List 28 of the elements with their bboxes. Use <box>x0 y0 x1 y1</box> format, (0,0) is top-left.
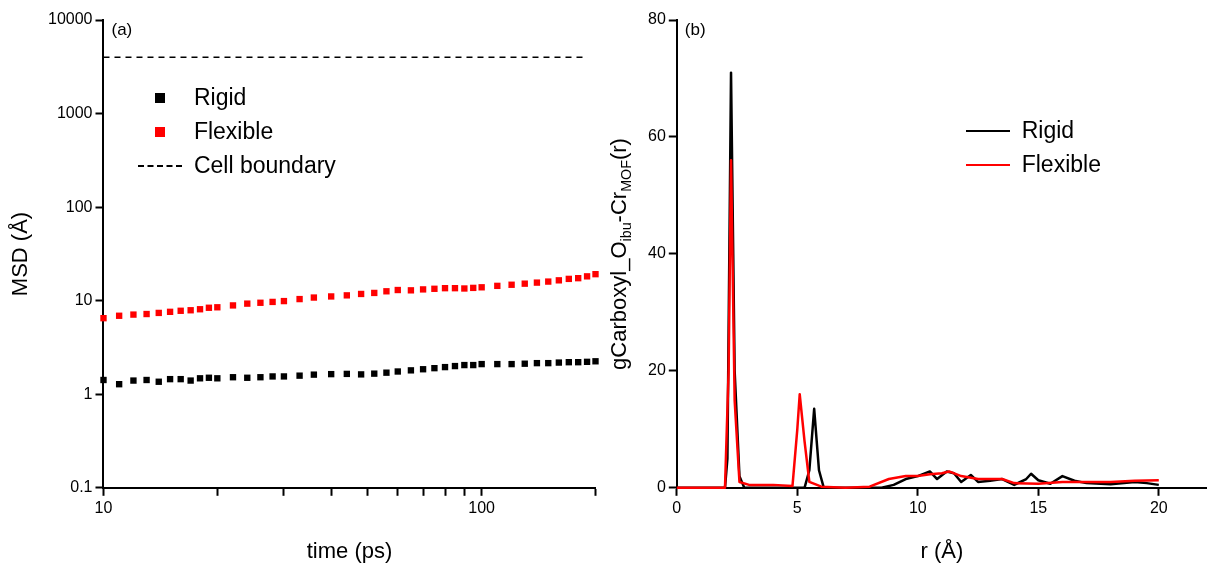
annotation: (a) <box>111 20 133 40</box>
x-tick-label: 100 <box>468 498 496 516</box>
x-tick-label: 10 <box>908 498 927 516</box>
legend-label: Cell boundary <box>193 152 336 180</box>
y-tick-label: 40 <box>648 244 666 262</box>
y-tick-label: 10000 <box>47 10 93 28</box>
legend-label: Flexible <box>193 118 274 146</box>
y-axis-title: MSD (Å) <box>7 211 33 297</box>
x-tick-label: 20 <box>1149 498 1168 516</box>
y-tick-label: 0.1 <box>70 478 93 496</box>
y-tick-label: 60 <box>648 127 666 145</box>
legend-label: Rigid <box>193 84 247 112</box>
y-tick-label: 1000 <box>56 103 93 121</box>
x-tick-label: 5 <box>792 498 802 516</box>
legend-label: Rigid <box>1021 117 1075 145</box>
y-tick-label: 0 <box>656 478 666 496</box>
y-tick-label: 100 <box>65 197 93 215</box>
y-tick-label: 10 <box>74 291 93 309</box>
x-tick-label: 0 <box>672 498 682 516</box>
y-tick-label: 1 <box>83 384 93 402</box>
x-axis-title: r (Å) <box>920 537 964 564</box>
legend-label: Flexible <box>1021 151 1101 179</box>
y-tick-label: 80 <box>648 10 666 28</box>
y-tick-label: 20 <box>648 361 666 379</box>
x-tick-label: 15 <box>1029 498 1048 516</box>
x-tick-label: 10 <box>94 498 113 516</box>
annotation: (b) <box>684 20 706 40</box>
x-axis-title: time (ps) <box>306 537 393 564</box>
